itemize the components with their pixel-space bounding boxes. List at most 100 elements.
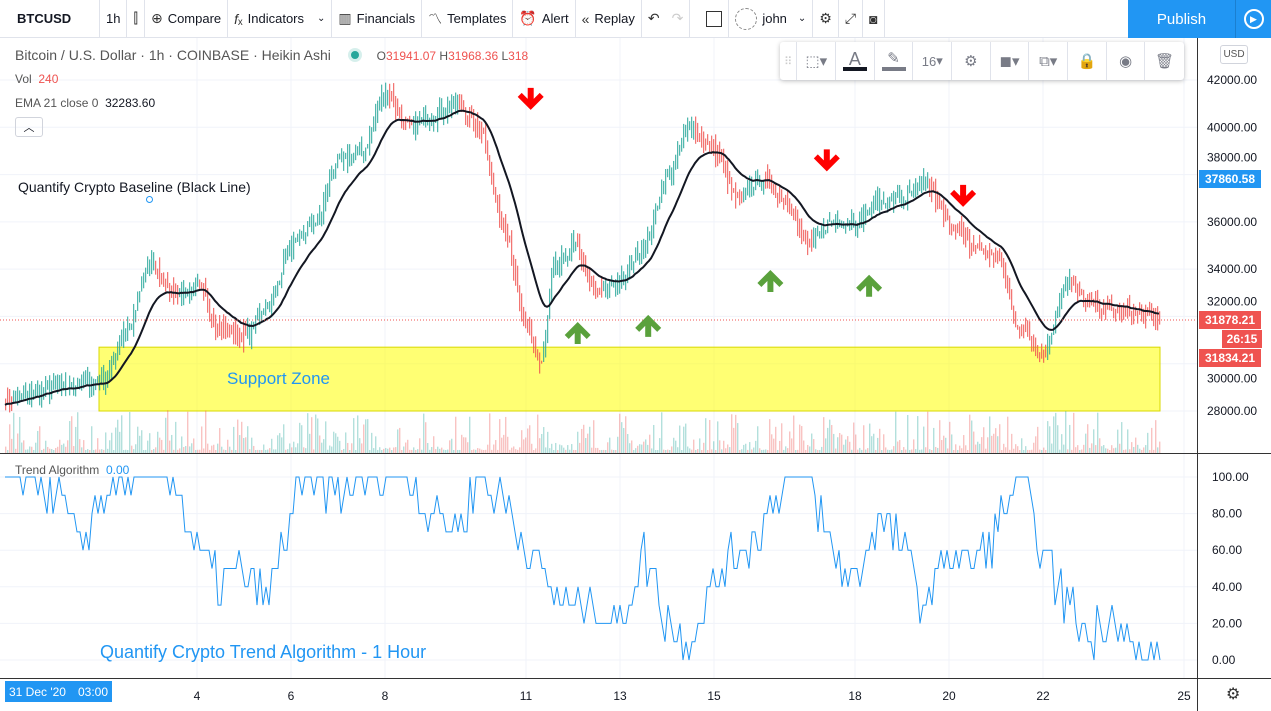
alert-button[interactable]: ⏰ Alert <box>513 0 576 38</box>
volume-bar <box>603 449 605 453</box>
volume-bar <box>219 428 221 453</box>
delete-button[interactable]: 🗑 <box>1145 42 1184 80</box>
currency-button[interactable]: USD <box>1220 45 1248 64</box>
volume-bar <box>217 443 219 453</box>
volume-bar <box>1011 433 1013 453</box>
volume-bar <box>459 449 461 453</box>
text-color-button[interactable]: A <box>836 42 875 80</box>
gear-icon: ⚙ <box>964 53 978 70</box>
volume-bar <box>905 449 907 453</box>
volume-bar <box>653 424 655 453</box>
replay-button[interactable]: « Replay <box>576 0 642 38</box>
chart-type-button[interactable]: ⫿ <box>127 0 145 38</box>
volume-bar <box>185 446 187 453</box>
compare-button[interactable]: ⊕ Compare <box>145 0 229 38</box>
redo-button[interactable]: ↷ <box>666 0 691 38</box>
volume-bar <box>427 443 429 453</box>
volume-bar <box>815 449 817 453</box>
support-zone-label[interactable]: Support Zone <box>227 369 331 388</box>
volume-bar <box>719 440 721 453</box>
volume-bar <box>465 437 467 453</box>
volume-bar <box>1147 432 1149 453</box>
volume-bar <box>933 427 935 453</box>
volume-bar <box>647 444 649 453</box>
collapse-legend-button[interactable]: ︿ <box>15 117 43 137</box>
line-color-button[interactable]: ✎ <box>875 42 914 80</box>
volume-bar <box>221 446 223 453</box>
user-menu[interactable]: john ⌄ <box>729 0 814 38</box>
volume-bar <box>535 448 537 453</box>
volume-bar <box>789 431 791 453</box>
volume-bar <box>249 449 251 453</box>
volume-bar <box>199 449 201 453</box>
volume-bar <box>285 449 287 453</box>
volume-bar <box>547 431 549 453</box>
snapshot-button[interactable]: ◙ <box>863 0 885 38</box>
volume-bar <box>569 449 571 453</box>
volume-bar <box>1021 438 1023 453</box>
settings-button[interactable]: ⚙ <box>952 42 991 80</box>
anchor-handle[interactable] <box>146 196 153 203</box>
trend-tick: 0.00 <box>1212 653 1236 667</box>
visual-order-button[interactable]: ◼▾ <box>991 42 1030 80</box>
trend-label: Trend Algorithm <box>15 463 100 477</box>
volume-bar <box>263 444 265 453</box>
volume-bar <box>805 449 807 453</box>
volume-bar <box>645 439 647 453</box>
price-tick: 38000.00 <box>1207 151 1257 165</box>
volume-bar <box>1067 449 1069 453</box>
time-axis-settings-icon[interactable]: ⚙ <box>1226 686 1241 703</box>
volume-bar <box>305 448 307 453</box>
volume-bar <box>1033 442 1035 453</box>
indicators-button[interactable]: fₓ Indicators ⌄ <box>228 0 333 38</box>
fullscreen-button[interactable]: ⤢ <box>839 0 864 38</box>
drag-handle-icon[interactable]: ⠿ <box>780 42 798 80</box>
price-tick: 36000.00 <box>1207 215 1257 229</box>
baseline-annotation[interactable]: Quantify Crypto Baseline (Black Line) <box>18 179 251 195</box>
font-size-select[interactable]: 16 ▾ <box>913 42 953 80</box>
trend-title-annotation[interactable]: Quantify Crypto Trend Algorithm - 1 Hour <box>100 642 427 662</box>
layout-button[interactable] <box>700 0 730 38</box>
trend-tick: 40.00 <box>1212 580 1242 594</box>
volume-bar <box>649 434 651 453</box>
volume-bar <box>505 416 507 453</box>
undo-button[interactable]: ↶ <box>642 0 666 38</box>
volume-bar <box>519 447 521 453</box>
volume-bar <box>749 442 751 453</box>
volume-bar <box>553 449 555 453</box>
symbol-search[interactable]: BTCUSD <box>0 0 100 38</box>
chart-canvas[interactable]: 42000.00 40000.00 38000.00 36000.00 34000.00… <box>0 38 1271 711</box>
financials-button[interactable]: ▥ Financials <box>332 0 423 38</box>
high-value: 31968.36 <box>448 49 499 63</box>
volume-bar <box>1123 449 1125 453</box>
volume-bar <box>325 421 327 453</box>
lock-button[interactable]: 🔒 <box>1068 42 1107 80</box>
area-select-button[interactable]: ⬚▾ <box>797 42 837 80</box>
publish-button[interactable]: Publish <box>1128 0 1235 38</box>
volume-bar <box>1143 447 1145 453</box>
volume-bar <box>837 437 839 453</box>
play-button[interactable]: ▶ <box>1235 0 1271 38</box>
volume-bar <box>893 446 895 453</box>
volume-bar <box>231 449 233 453</box>
hide-button[interactable]: ◉ <box>1107 42 1146 80</box>
volume-bar <box>811 433 813 453</box>
settings-button[interactable]: ⚙ <box>813 0 839 38</box>
volume-bar <box>81 447 83 453</box>
templates-button[interactable]: 〽 Templates <box>422 0 514 38</box>
volume-bar <box>1153 449 1155 453</box>
volume-bar <box>1157 447 1159 453</box>
volume-bar <box>745 443 747 453</box>
volume-bar <box>863 425 865 453</box>
volume-bar <box>967 449 969 453</box>
clone-button[interactable]: ⧉▾ <box>1029 42 1069 80</box>
volume-bar <box>245 437 247 453</box>
time-tick: 15 <box>707 689 721 703</box>
camera-icon: ◙ <box>869 10 878 27</box>
volume-bar <box>1113 448 1115 453</box>
trend-tick: 20.00 <box>1212 616 1242 630</box>
volume-bar <box>297 443 299 453</box>
volume-bar <box>517 449 519 453</box>
interval-button[interactable]: 1h <box>100 0 128 38</box>
volume-bar <box>713 441 715 453</box>
